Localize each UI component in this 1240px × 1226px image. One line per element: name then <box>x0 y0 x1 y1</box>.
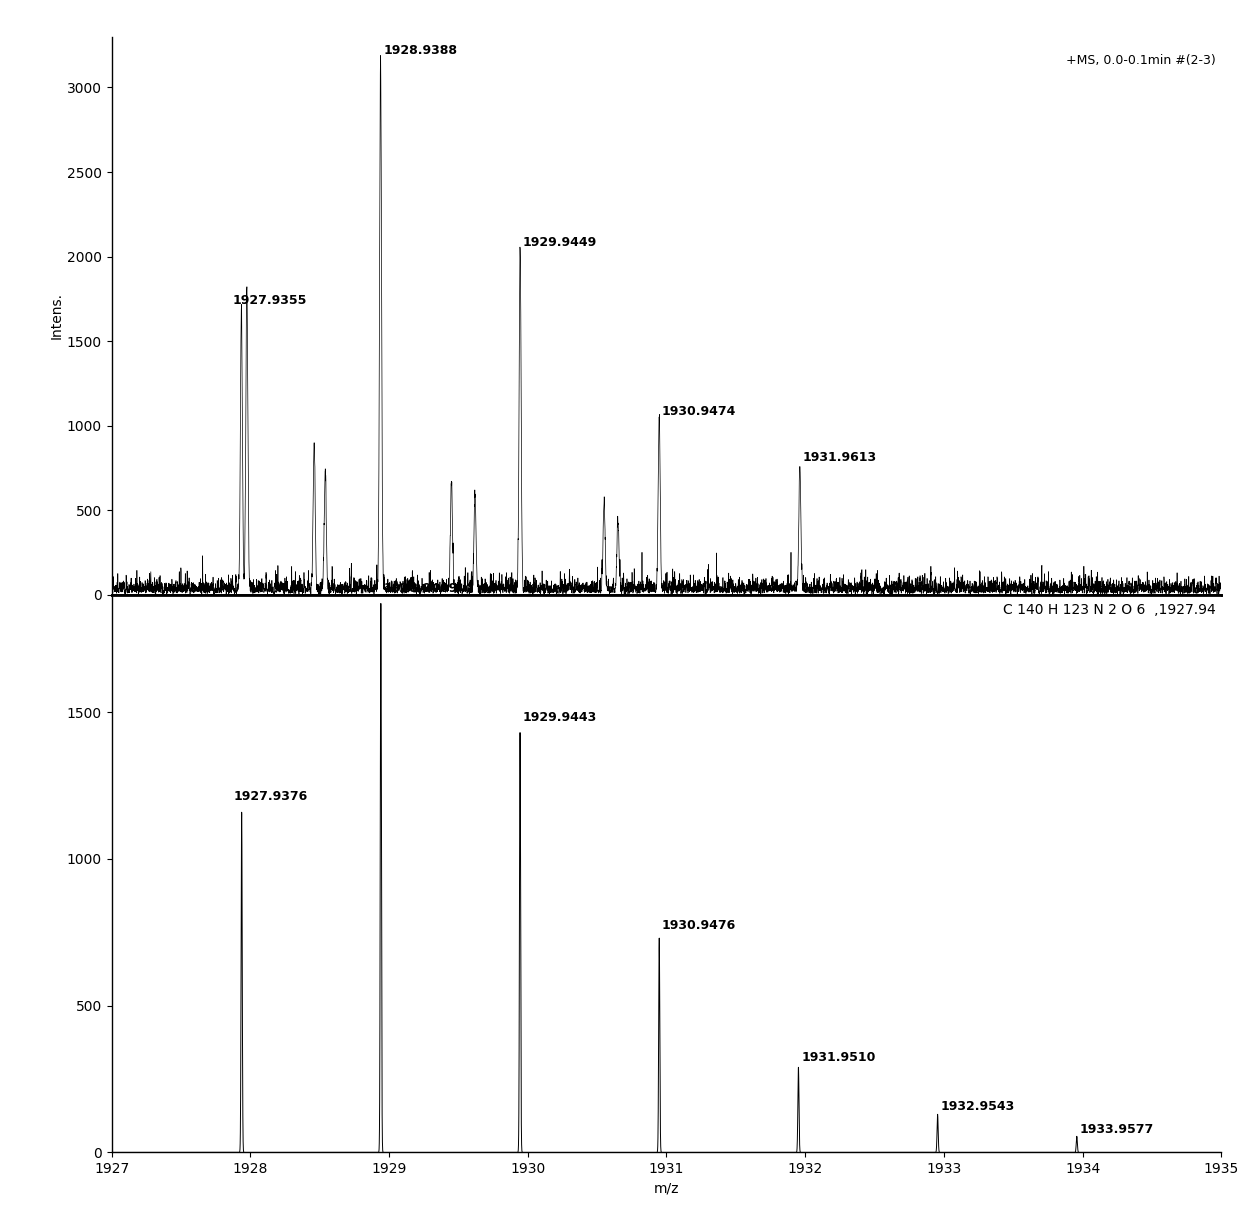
Text: 1932.9543: 1932.9543 <box>940 1100 1014 1113</box>
X-axis label: m/z: m/z <box>653 1182 680 1195</box>
Text: C 140 H 123 N 2 O 6  ,1927.94: C 140 H 123 N 2 O 6 ,1927.94 <box>1003 603 1216 617</box>
Text: 1928.9388: 1928.9388 <box>383 44 458 56</box>
Text: +MS, 0.0-0.1min #(2-3): +MS, 0.0-0.1min #(2-3) <box>1066 54 1216 66</box>
Text: 1933.9577: 1933.9577 <box>1080 1123 1154 1137</box>
Text: 1931.9510: 1931.9510 <box>801 1052 875 1064</box>
Text: 1928.9409: 1928.9409 <box>383 581 458 595</box>
Text: 1931.9613: 1931.9613 <box>802 451 877 465</box>
Text: 1930.9474: 1930.9474 <box>662 406 737 418</box>
Text: 1927.9376: 1927.9376 <box>233 790 308 803</box>
Text: 1930.9476: 1930.9476 <box>662 920 737 932</box>
Text: 1929.9443: 1929.9443 <box>523 711 598 723</box>
Text: 1927.9355: 1927.9355 <box>233 294 308 306</box>
Text: 1929.9449: 1929.9449 <box>523 237 598 249</box>
Y-axis label: Intens.: Intens. <box>50 292 64 340</box>
